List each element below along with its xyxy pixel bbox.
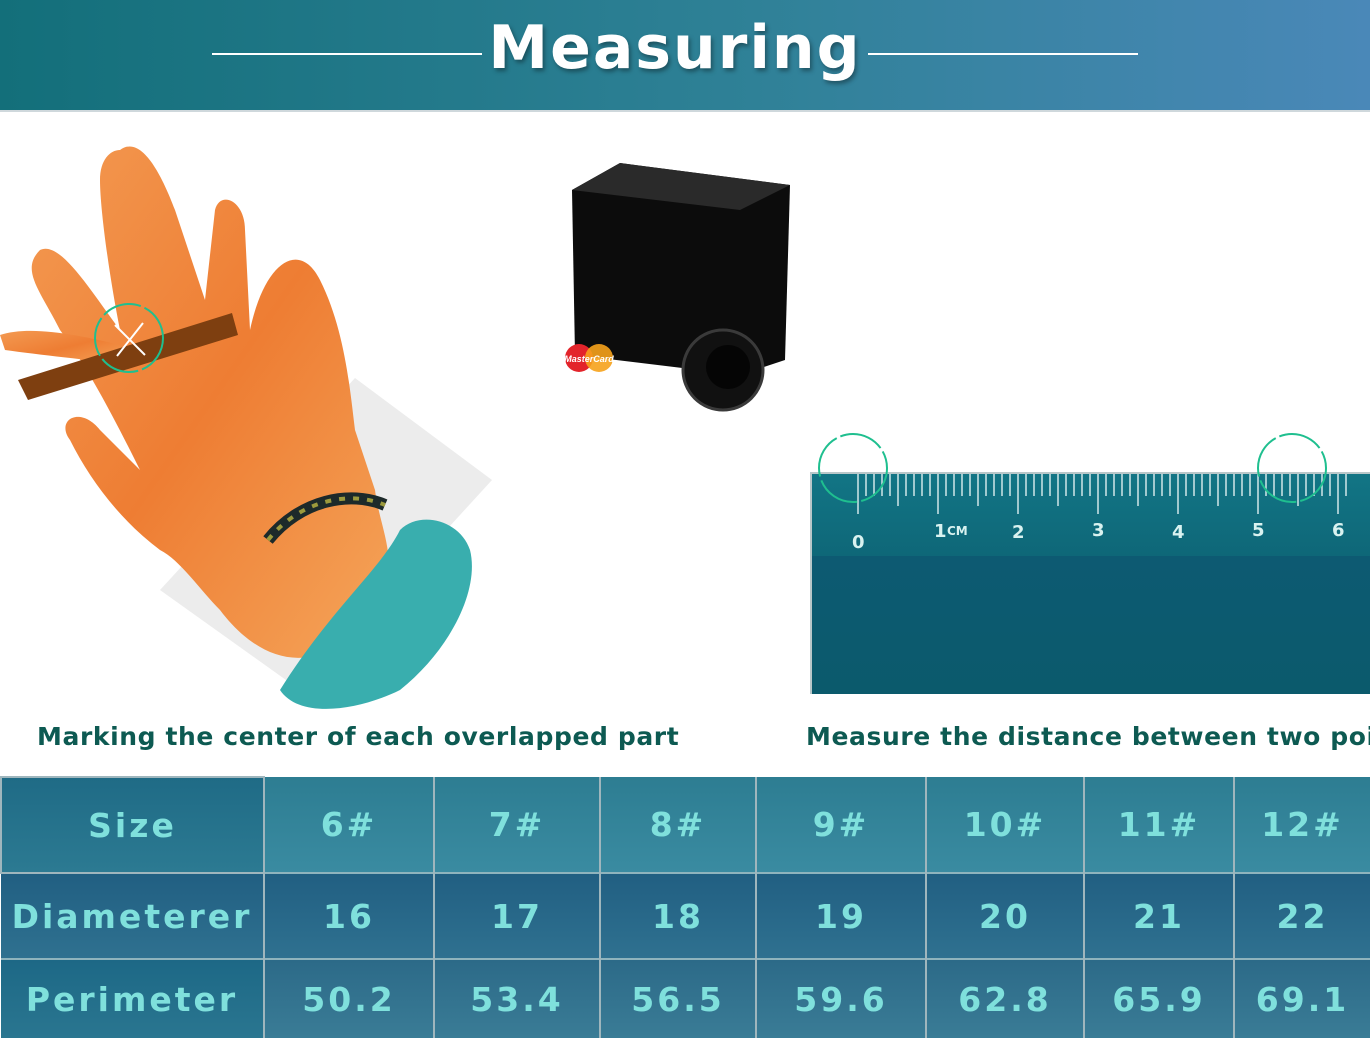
size-row: Size 6# 7# 8# 9# 10# 11# 12#	[0, 776, 1370, 874]
diameter-cell: 16	[264, 872, 435, 959]
row-header-diameter: Diameterer	[1, 872, 265, 959]
diameter-cell: 18	[600, 872, 757, 959]
caption-right: Measure the distance between two points	[806, 722, 1370, 751]
ruler-ticks	[857, 474, 1347, 514]
size-cell: 12#	[1234, 777, 1370, 873]
measure-circles	[818, 433, 1327, 503]
row-header-size: Size	[0, 776, 265, 874]
measure-point-end-circle	[1257, 433, 1327, 503]
perimeter-cell: 50.2	[264, 958, 435, 1038]
ruler-label-cm: CM	[947, 524, 968, 538]
row-header-perimeter: Perimeter	[1, 958, 265, 1038]
perimeter-cell: 69.1	[1234, 958, 1370, 1038]
perimeter-cell: 65.9	[1084, 958, 1235, 1038]
sleeve-shape	[280, 519, 472, 709]
size-table: Size 6# 7# 8# 9# 10# 11# 12# Diameterer …	[0, 776, 1370, 1038]
size-cell: 6#	[264, 777, 435, 873]
header-rule-left	[212, 53, 482, 55]
ruler-label-1: 1	[934, 521, 947, 542]
page-title: Measuring	[488, 13, 862, 83]
hand-shape	[0, 146, 389, 658]
size-cell: 8#	[600, 777, 757, 873]
ruler-label-3: 3	[1092, 520, 1105, 541]
diameter-cell: 22	[1234, 872, 1370, 959]
paper-strip	[18, 313, 238, 400]
diameter-cell: 20	[926, 872, 1085, 959]
ruler-label-2: 2	[1012, 522, 1025, 543]
ruler-label-5: 5	[1252, 520, 1265, 541]
perimeter-cell: 62.8	[926, 958, 1085, 1038]
ruler: 0 1 CM 2 3 4 5 6	[810, 472, 1370, 694]
ruler-label-0: 0	[852, 532, 865, 553]
ruler-label-4: 4	[1172, 522, 1185, 543]
hand-illustration	[0, 146, 492, 709]
ruler-lower-panel	[812, 556, 1370, 694]
ruler-label-6: 6	[1332, 520, 1345, 541]
header-rule-right	[868, 53, 1138, 55]
perimeter-cell: 59.6	[756, 958, 927, 1038]
caption-left: Marking the center of each overlapped pa…	[37, 722, 680, 751]
diameter-cell: 17	[434, 872, 601, 959]
perimeter-row: Perimeter 50.2 53.4 56.5 59.6 62.8 65.9 …	[1, 958, 1370, 1038]
mastercard-logo-text: MasterCard	[564, 354, 614, 364]
size-cell: 7#	[434, 777, 601, 873]
diameter-cell: 21	[1084, 872, 1235, 959]
mastercard-logo	[565, 344, 593, 372]
marker-circle	[94, 303, 164, 373]
perimeter-cell: 56.5	[600, 958, 757, 1038]
header-banner: Measuring	[0, 0, 1370, 112]
diameter-row: Diameterer 16 17 18 19 20 21 22	[1, 872, 1370, 959]
diameter-cell: 19	[756, 872, 927, 959]
measure-point-start-circle	[818, 433, 888, 503]
perimeter-cell: 53.4	[434, 958, 601, 1038]
ring-box	[572, 163, 790, 375]
size-cell: 11#	[1084, 777, 1235, 873]
ring-box-illustration: MasterCard	[564, 163, 790, 412]
size-cell: 10#	[926, 777, 1085, 873]
size-cell: 9#	[756, 777, 927, 873]
